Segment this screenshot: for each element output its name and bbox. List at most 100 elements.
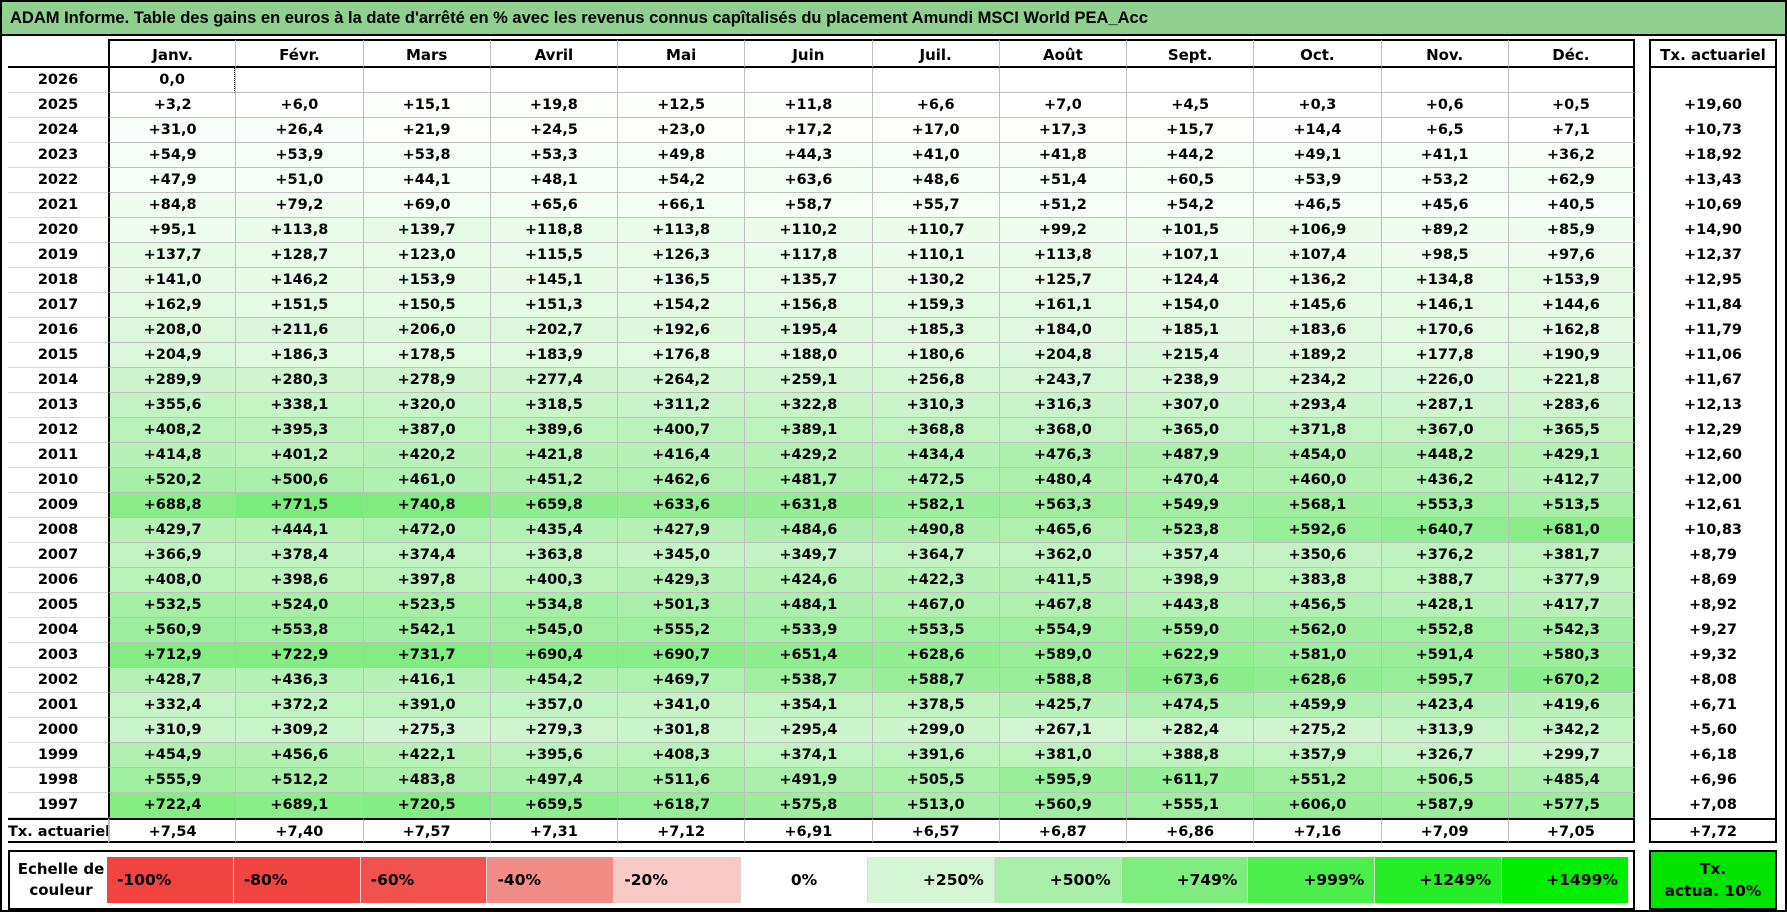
value-cell[interactable]: +6,86 [1126, 818, 1254, 843]
value-cell[interactable]: +53,2 [1380, 168, 1508, 193]
value-cell[interactable]: +467,0 [871, 593, 999, 618]
value-cell[interactable]: +690,4 [489, 643, 617, 668]
value-cell[interactable]: +206,0 [362, 318, 490, 343]
value-cell[interactable]: +53,9 [235, 143, 363, 168]
value-cell[interactable]: +89,2 [1380, 218, 1508, 243]
value-cell[interactable]: +523,5 [362, 593, 490, 618]
value-cell[interactable]: +659,5 [489, 793, 617, 818]
value-cell[interactable]: +101,5 [1126, 218, 1254, 243]
value-cell[interactable]: +419,6 [1507, 693, 1635, 718]
value-cell[interactable]: +316,3 [998, 393, 1126, 418]
value-cell[interactable]: +542,3 [1507, 618, 1635, 643]
value-cell[interactable]: +259,1 [744, 368, 872, 393]
value-cell[interactable] [489, 68, 617, 93]
value-cell[interactable]: +429,2 [744, 443, 872, 468]
value-cell[interactable]: +371,8 [1253, 418, 1381, 443]
value-cell[interactable]: +46,5 [1253, 193, 1381, 218]
value-cell[interactable]: +555,9 [108, 768, 236, 793]
value-cell[interactable]: +15,1 [362, 93, 490, 118]
value-cell[interactable]: +6,87 [998, 818, 1126, 843]
value-cell[interactable]: +151,3 [489, 293, 617, 318]
value-cell[interactable]: +264,2 [617, 368, 745, 393]
value-cell[interactable]: +221,8 [1507, 368, 1635, 393]
value-cell[interactable]: +117,8 [744, 243, 872, 268]
value-cell[interactable]: +153,9 [1507, 268, 1635, 293]
value-cell[interactable]: +130,2 [871, 268, 999, 293]
value-cell[interactable]: +365,5 [1507, 418, 1635, 443]
value-cell[interactable]: +0,5 [1507, 93, 1635, 118]
value-cell[interactable]: +722,9 [235, 643, 363, 668]
value-cell[interactable]: +215,4 [1126, 343, 1254, 368]
value-cell[interactable]: +398,9 [1126, 568, 1254, 593]
value-cell[interactable]: +357,9 [1253, 743, 1381, 768]
value-cell[interactable] [1126, 68, 1254, 93]
value-cell[interactable]: +408,0 [108, 568, 236, 593]
value-cell[interactable]: +454,9 [108, 743, 236, 768]
value-cell[interactable]: +41,1 [1380, 143, 1508, 168]
value-cell[interactable]: +381,7 [1507, 543, 1635, 568]
value-cell[interactable]: +238,9 [1126, 368, 1254, 393]
value-cell[interactable]: +234,2 [1253, 368, 1381, 393]
value-cell[interactable]: +451,2 [489, 468, 617, 493]
value-cell[interactable]: +581,0 [1253, 643, 1381, 668]
value-cell[interactable]: +560,9 [998, 793, 1126, 818]
value-cell[interactable]: +357,0 [489, 693, 617, 718]
value-cell[interactable]: +44,2 [1126, 143, 1254, 168]
value-cell[interactable]: +589,0 [998, 643, 1126, 668]
value-cell[interactable]: +383,8 [1253, 568, 1381, 593]
value-cell[interactable]: +188,0 [744, 343, 872, 368]
value-cell[interactable]: +374,1 [744, 743, 872, 768]
value-cell[interactable]: +309,2 [235, 718, 363, 743]
tx-cell[interactable]: +9,27 [1649, 618, 1777, 643]
value-cell[interactable]: +611,7 [1126, 768, 1254, 793]
value-cell[interactable]: +275,3 [362, 718, 490, 743]
value-cell[interactable]: +44,3 [744, 143, 872, 168]
value-cell[interactable]: +7,09 [1380, 818, 1508, 843]
value-cell[interactable]: +204,8 [998, 343, 1126, 368]
value-cell[interactable]: +97,6 [1507, 243, 1635, 268]
value-cell[interactable]: +428,7 [108, 668, 236, 693]
value-cell[interactable]: +400,7 [617, 418, 745, 443]
value-cell[interactable]: +591,4 [1380, 643, 1508, 668]
value-cell[interactable]: +195,4 [744, 318, 872, 343]
tx-cell[interactable]: +11,84 [1649, 293, 1777, 318]
value-cell[interactable]: +454,2 [489, 668, 617, 693]
value-cell[interactable]: +170,6 [1380, 318, 1508, 343]
value-cell[interactable]: +428,1 [1380, 593, 1508, 618]
value-cell[interactable]: +436,2 [1380, 468, 1508, 493]
value-cell[interactable]: +99,2 [998, 218, 1126, 243]
value-cell[interactable]: +423,4 [1380, 693, 1508, 718]
value-cell[interactable]: +559,0 [1126, 618, 1254, 643]
value-cell[interactable]: +555,2 [617, 618, 745, 643]
value-cell[interactable]: +341,0 [617, 693, 745, 718]
value-cell[interactable]: +4,5 [1126, 93, 1254, 118]
value-cell[interactable]: +65,6 [489, 193, 617, 218]
value-cell[interactable]: +480,4 [998, 468, 1126, 493]
value-cell[interactable]: +6,57 [871, 818, 999, 843]
value-cell[interactable]: +364,7 [871, 543, 999, 568]
value-cell[interactable]: +311,2 [617, 393, 745, 418]
value-cell[interactable]: +49,1 [1253, 143, 1381, 168]
value-cell[interactable]: +425,7 [998, 693, 1126, 718]
value-cell[interactable]: +307,0 [1126, 393, 1254, 418]
value-cell[interactable]: +139,7 [362, 218, 490, 243]
value-cell[interactable]: +659,8 [489, 493, 617, 518]
value-cell[interactable]: +58,7 [744, 193, 872, 218]
value-cell[interactable]: +178,5 [362, 343, 490, 368]
value-cell[interactable]: +12,5 [617, 93, 745, 118]
value-cell[interactable]: +62,9 [1507, 168, 1635, 193]
value-cell[interactable]: +542,1 [362, 618, 490, 643]
value-cell[interactable]: +107,1 [1126, 243, 1254, 268]
value-cell[interactable]: +53,8 [362, 143, 490, 168]
value-cell[interactable]: +391,0 [362, 693, 490, 718]
value-cell[interactable]: +456,5 [1253, 593, 1381, 618]
value-cell[interactable]: +628,6 [871, 643, 999, 668]
value-cell[interactable]: +115,5 [489, 243, 617, 268]
value-cell[interactable]: +3,2 [108, 93, 236, 118]
value-cell[interactable]: +355,6 [108, 393, 236, 418]
tx-cell[interactable]: +13,43 [1649, 168, 1777, 193]
value-cell[interactable]: +146,1 [1380, 293, 1508, 318]
value-cell[interactable]: +395,6 [489, 743, 617, 768]
value-cell[interactable]: +144,6 [1507, 293, 1635, 318]
value-cell[interactable]: +192,6 [617, 318, 745, 343]
